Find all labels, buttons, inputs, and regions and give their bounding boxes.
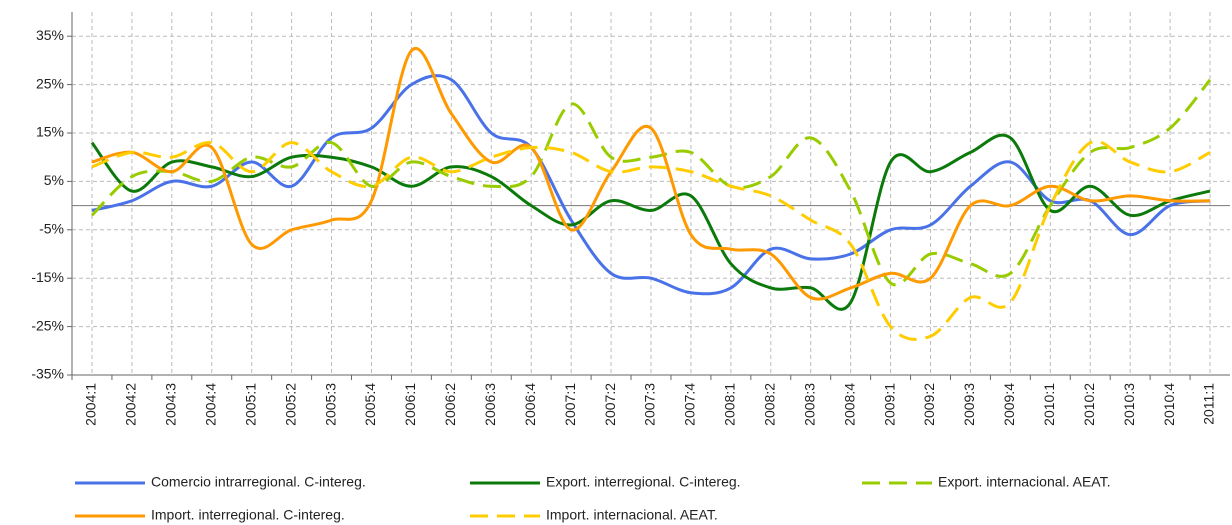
x-tick-label: 2007:1 [562, 383, 578, 426]
x-tick-label: 2004:4 [202, 383, 218, 426]
x-tick-label: 2010:2 [1081, 383, 1097, 426]
y-tick-label: 5% [44, 172, 64, 188]
y-tick-label: 25% [36, 75, 64, 91]
y-tick-label: -5% [39, 221, 64, 237]
x-tick-label: 2004:2 [123, 383, 139, 426]
y-tick-label: -35% [31, 366, 64, 382]
x-tick-label: 2005:2 [282, 383, 298, 426]
x-tick-label: 2007:3 [642, 383, 658, 426]
legend-label: Import. interregional. C-intereg. [151, 507, 345, 523]
series-line [90, 133, 1211, 311]
x-tick-label: 2005:1 [242, 383, 258, 426]
x-tick-label: 2007:2 [602, 383, 618, 426]
x-tick-label: 2007:4 [682, 383, 698, 426]
x-tick-label: 2008:3 [801, 383, 817, 426]
legend-label: Export. interregional. C-intereg. [546, 474, 741, 490]
legend-label: Import. internacional. AEAT. [546, 507, 718, 523]
x-tick-label: 2009:1 [881, 383, 897, 426]
x-tick-label: 2009:3 [961, 383, 977, 426]
legend-label: Comercio intrarregional. C-intereg. [151, 474, 366, 490]
x-tick-label: 2006:4 [522, 383, 538, 426]
x-tick-label: 2004:1 [83, 383, 99, 426]
y-tick-label: 35% [36, 27, 64, 43]
x-tick-label: 2006:1 [402, 383, 418, 426]
x-tick-label: 2009:4 [1001, 383, 1017, 426]
y-tick-label: 15% [36, 124, 64, 140]
x-tick-label: 2004:3 [163, 383, 179, 426]
x-tick-label: 2008:1 [722, 383, 738, 426]
x-tick-label: 2010:4 [1161, 383, 1177, 426]
x-tick-label: 2006:2 [442, 383, 458, 426]
x-tick-label: 2005:3 [322, 383, 338, 426]
series-line [90, 78, 1212, 287]
series-line [91, 74, 1211, 296]
x-tick-label: 2006:3 [482, 383, 498, 426]
x-tick-label: 2009:2 [921, 383, 937, 426]
x-tick-label: 2011:1 [1201, 383, 1217, 425]
series-line [91, 46, 1211, 301]
x-tick-label: 2008:2 [761, 383, 777, 426]
legend-label: Export. internacional. AEAT. [938, 474, 1111, 490]
x-tick-label: 2010:1 [1041, 383, 1057, 426]
x-tick-label: 2010:3 [1121, 383, 1137, 426]
x-tick-label: 2005:4 [362, 383, 378, 426]
y-tick-label: -25% [31, 317, 64, 333]
series-line [91, 139, 1211, 341]
y-tick-label: -15% [31, 269, 64, 285]
x-tick-label: 2008:4 [841, 383, 857, 426]
